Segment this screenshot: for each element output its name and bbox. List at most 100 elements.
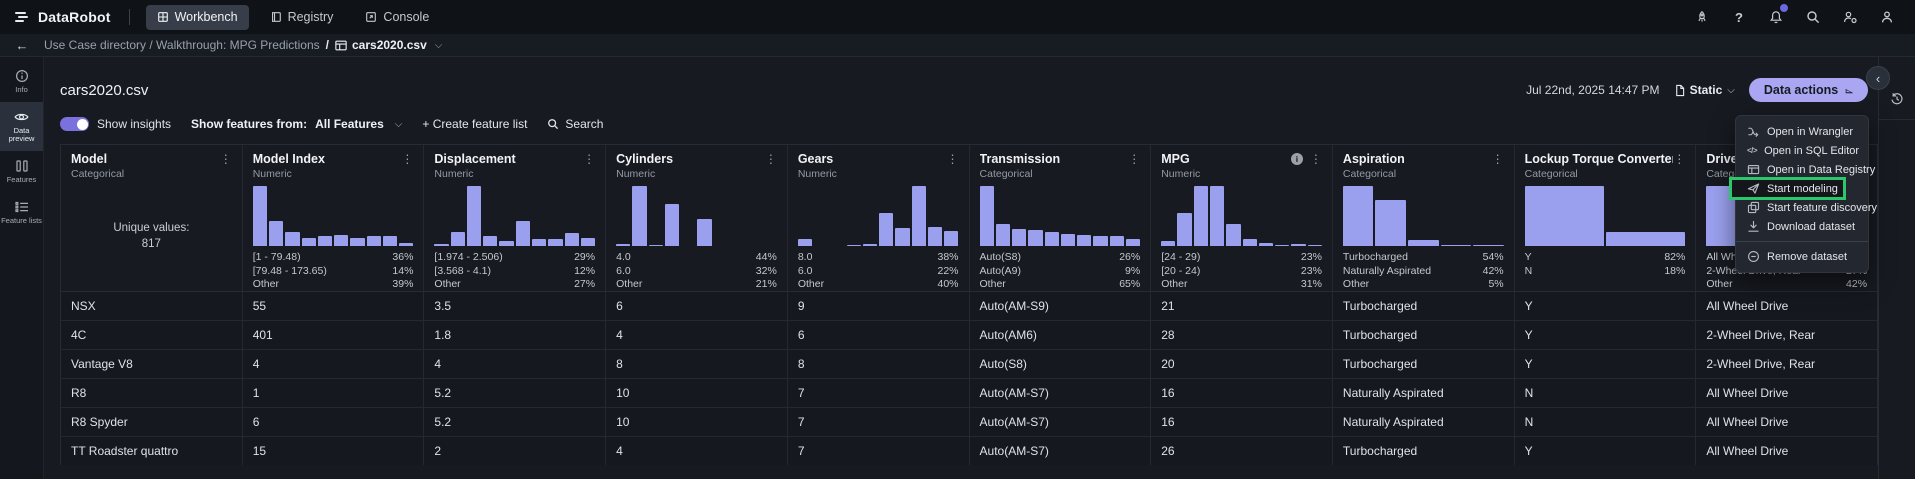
show-insights-toggle[interactable]	[60, 117, 89, 131]
histogram-bar	[862, 244, 878, 246]
column-header-cylinders[interactable]: Cylinders ⋮ Numeric	[606, 145, 788, 180]
sidebar-item-feature-lists[interactable]: Feature lists	[0, 192, 43, 233]
back-arrow-icon[interactable]: ←	[15, 37, 29, 53]
stat-row: Other 65%	[979, 278, 1141, 290]
column-kebab-menu-icon[interactable]: ⋮	[219, 152, 232, 166]
primary-tabs: Workbench Registry Console	[145, 4, 441, 30]
profile-icon[interactable]	[1873, 5, 1901, 29]
workbench-icon	[157, 11, 169, 23]
column-header-model[interactable]: Model ⋮ Categorical	[61, 145, 243, 180]
create-feature-list-button[interactable]: + Create feature list	[422, 117, 528, 131]
menu-item-open-in-sql-editor[interactable]: </> Open in SQL Editor	[1747, 144, 1860, 157]
chevron-down-icon: ⌵	[394, 118, 403, 130]
stat-row: Other 40%	[797, 278, 959, 290]
help-icon[interactable]: ?	[1735, 9, 1743, 25]
column-type: Numeric	[1161, 168, 1201, 180]
file-icon	[1675, 84, 1684, 96]
breadcrumb-separator: /	[325, 38, 329, 52]
stat-row: Other 42%	[1706, 278, 1868, 290]
search-icon[interactable]	[1799, 5, 1827, 29]
menu-item-start-modeling[interactable]: Start modeling	[1729, 177, 1868, 200]
menu-item-remove-dataset[interactable]: Remove dataset	[1736, 247, 1868, 266]
menu-item-open-in-wrangler[interactable]: Open in Wrangler	[1736, 122, 1868, 141]
menu-item-download-dataset[interactable]: Download dataset	[1736, 217, 1868, 236]
table-cell: 1	[242, 378, 425, 407]
histogram	[1342, 186, 1504, 246]
table-row: TT Roadster quattro 15 2 4 7 Auto(AM-S7) 26 Tur…	[61, 436, 1878, 465]
histogram-bar	[1291, 243, 1306, 246]
sidebar-item-features[interactable]: Features	[0, 151, 43, 192]
column-kebab-menu-icon[interactable]: ⋮	[1128, 152, 1141, 166]
breadcrumb-chevron-down-icon[interactable]: ⌵	[434, 39, 443, 51]
column-kebab-menu-icon[interactable]: ⋮	[1673, 152, 1686, 166]
column-info-icon[interactable]: i	[1290, 153, 1303, 165]
dataset-table-icon	[335, 40, 347, 50]
table-cell: 20	[1151, 349, 1333, 378]
column-type: Numeric	[252, 168, 292, 180]
features-filter[interactable]: Show features from: All Features ⌵	[191, 117, 403, 131]
stat-row: Naturally Aspirated 42%	[1342, 264, 1504, 277]
histogram-bar	[317, 236, 333, 246]
column-header-aspiration[interactable]: Aspiration ⋮ Categorical	[1333, 145, 1515, 180]
table-body: NSX 55 3.5 6 9 Auto(AM-S9) 21 Turbocharged Y All …	[61, 291, 1878, 465]
menu-item-open-in-data-registry[interactable]: Open in Data Registry	[1736, 160, 1875, 179]
table-cell: Naturally Aspirated	[1332, 407, 1515, 436]
column-header-lockup-torque-converter[interactable]: Lockup Torque Converter ⋮ Categorical	[1515, 145, 1697, 180]
tab-registry[interactable]: Registry	[259, 5, 345, 30]
datarobot-logo[interactable]: DataRobot	[14, 9, 111, 25]
histogram-bar	[285, 231, 300, 246]
histogram-bar	[334, 235, 349, 246]
whats-new-rocket-icon[interactable]	[1688, 5, 1716, 29]
column-name: Aspiration	[1342, 152, 1405, 166]
column-type: Categorical	[71, 168, 125, 180]
column-kebab-menu-icon[interactable]: ⋮	[946, 152, 959, 166]
nav-divider	[128, 9, 130, 25]
search-icon	[548, 119, 559, 130]
notification-badge	[1779, 3, 1789, 13]
datarobot-logo-icon	[14, 10, 30, 24]
column-kebab-menu-icon[interactable]: ⋮	[583, 152, 596, 166]
chevron-up-icon: ⌳	[1845, 84, 1853, 96]
sidebar-item-data-preview[interactable]: Data preview	[0, 102, 43, 151]
column-header-model-index[interactable]: Model Index ⋮ Numeric	[243, 145, 425, 180]
collapse-panel-chevron-icon[interactable]: ‹	[1866, 66, 1890, 90]
table-cell: Turbocharged	[1332, 349, 1515, 378]
data-actions-button[interactable]: Data actions ⌳	[1748, 78, 1868, 102]
column-type: Numeric	[797, 168, 837, 180]
column-header-transmission[interactable]: Transmission ⋮ Categorical	[970, 145, 1152, 180]
histogram-bar	[350, 237, 365, 246]
table-row: R8 1 5.2 10 7 Auto(AM-S7) 16 Naturally Aspirate…	[61, 378, 1878, 407]
history-icon[interactable]	[1890, 92, 1904, 106]
search-button[interactable]: Search	[547, 117, 603, 131]
table-cell: Auto(AM-S7)	[969, 378, 1152, 407]
stat-row: Turbocharged 54%	[1342, 251, 1504, 263]
breadcrumb-current[interactable]: cars2020.csv	[335, 38, 427, 52]
column-kebab-menu-icon[interactable]: ⋮	[1309, 152, 1322, 166]
notifications-bell-icon[interactable]	[1762, 3, 1790, 29]
column-kebab-menu-icon[interactable]: ⋮	[401, 152, 414, 166]
column-header-gears[interactable]: Gears ⋮ Numeric	[788, 145, 970, 180]
column-kebab-menu-icon[interactable]: ⋮	[764, 152, 777, 166]
table-cell: 6	[787, 320, 970, 349]
breadcrumb-path[interactable]: Use Case directory / Walkthrough: MPG Pr…	[44, 38, 320, 52]
start-modeling-icon	[1747, 182, 1760, 195]
tab-registry-label: Registry	[287, 10, 334, 24]
user-settings-icon[interactable]	[1836, 5, 1864, 29]
tab-console[interactable]: Console	[354, 5, 440, 30]
menu-item-start-feature-discovery[interactable]: Start feature discovery	[1736, 198, 1877, 217]
sidebar-item-info[interactable]: Info	[0, 61, 43, 102]
snapshot-policy-dropdown[interactable]: Static ⌵	[1674, 83, 1735, 97]
column-kebab-menu-icon[interactable]: ⋮	[1491, 152, 1504, 166]
table-cell: Naturally Aspirated	[1332, 378, 1515, 407]
table-cell: 6	[606, 291, 788, 320]
histogram-bar	[450, 231, 465, 246]
stat-row: Other 27%	[434, 278, 596, 290]
tab-workbench[interactable]: Workbench	[145, 4, 249, 30]
column-header-displacement[interactable]: Displacement ⋮ Numeric	[424, 145, 607, 180]
table-cell: 5.2	[424, 378, 607, 407]
eye-icon	[14, 113, 29, 121]
table-cell: Y	[1514, 320, 1697, 349]
column-header-mpg[interactable]: MPG i ⋮ Numeric	[1151, 145, 1333, 180]
column-name: Transmission	[979, 152, 1061, 166]
stat-row: Other 31%	[1161, 278, 1322, 290]
